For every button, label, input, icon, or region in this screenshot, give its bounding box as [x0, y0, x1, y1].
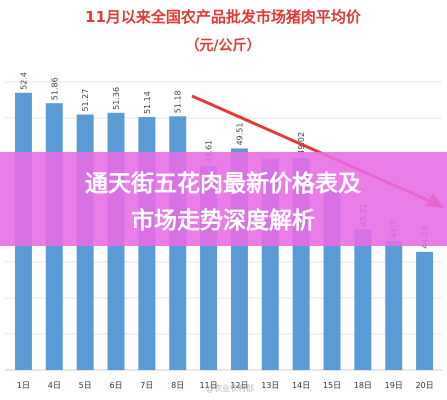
x-tick-label: 4日 — [48, 381, 61, 390]
value-label: 51.18 — [174, 90, 183, 113]
x-tick-label: 1日 — [17, 381, 30, 390]
value-label: 48.61 — [205, 140, 214, 163]
value-label: 51.27 — [81, 89, 90, 112]
watermark: @农业农村部 — [206, 383, 254, 393]
x-tick-label: 7日 — [140, 381, 153, 390]
chart-title: 11月以来全国农产品批发市场猪肉平均价 — [85, 8, 362, 26]
value-label: 52.4 — [19, 72, 28, 90]
bar-18日 — [354, 229, 372, 370]
x-axis-labels: 1日 4日 5日 6日 7日 8日 11日 12日 13日 14日 15日 18日 19日 20日 — [17, 381, 434, 390]
overlay-banner — [0, 152, 447, 246]
bar-20日 — [416, 251, 434, 370]
value-label: 51.86 — [50, 77, 59, 100]
bar-19日 — [385, 241, 403, 370]
value-label: 51.36 — [112, 87, 121, 110]
value-label: 49.51 — [235, 123, 244, 146]
overlay-line-1: 通天街五花肉最新价格表及 — [85, 170, 361, 197]
x-tick-label: 15日 — [323, 381, 341, 390]
x-tick-label: 6日 — [109, 381, 122, 390]
x-tick-label: 20日 — [415, 381, 433, 390]
x-tick-label: 14日 — [292, 381, 310, 390]
x-tick-label: 11日 — [199, 381, 217, 390]
x-tick-label: 13日 — [261, 381, 279, 390]
overlay-line-2: 市场走势深度解析 — [131, 207, 315, 234]
x-tick-label: 5日 — [79, 381, 92, 390]
x-tick-label: 19日 — [385, 381, 403, 390]
value-label: 51.14 — [143, 91, 152, 114]
x-tick-label: 18日 — [354, 381, 372, 390]
x-tick-label: 12日 — [230, 381, 248, 390]
chart-subtitle: （元/公斤） — [185, 37, 260, 54]
x-tick-label: 8日 — [171, 381, 184, 390]
